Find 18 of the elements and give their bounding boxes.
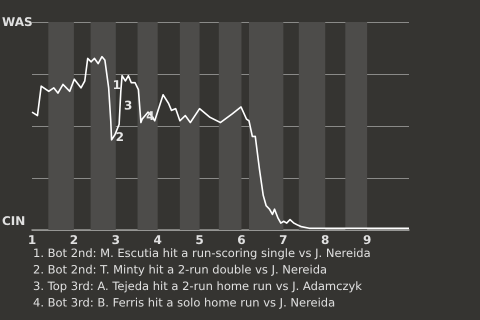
x-tick-label: 5 xyxy=(195,233,204,247)
x-tick-label: 8 xyxy=(321,233,330,247)
x-tick-label: 2 xyxy=(70,233,78,247)
text: 3. Top 3rd: A. Tejeda hit a 2-run home run vs J. Adamczyk xyxy=(33,279,362,293)
x-tick-label: 6 xyxy=(237,233,246,247)
x-tick-label: 7 xyxy=(279,233,288,247)
x-tick-label: 9 xyxy=(362,233,372,247)
text: 2. Bot 2nd: T. Minty hit a 2-run double vs J. Nereida xyxy=(33,262,328,276)
text: CIN xyxy=(2,214,26,228)
x-tick-label: 4 xyxy=(153,233,162,247)
text: WAS xyxy=(2,15,33,29)
annotation: 3 xyxy=(124,98,132,113)
text: 1. Bot 2nd: M. Escutia hit a run-scoring single vs J. Nereida xyxy=(33,246,371,260)
x-tick-label: 1 xyxy=(28,233,36,247)
annotation: 1 xyxy=(112,78,122,92)
x-tick-label: 3 xyxy=(112,233,120,247)
annotation: 2 xyxy=(116,130,124,144)
text: 4. Bot 3rd: B. Ferris hit a solo home run vs J. Nereida xyxy=(33,296,336,310)
